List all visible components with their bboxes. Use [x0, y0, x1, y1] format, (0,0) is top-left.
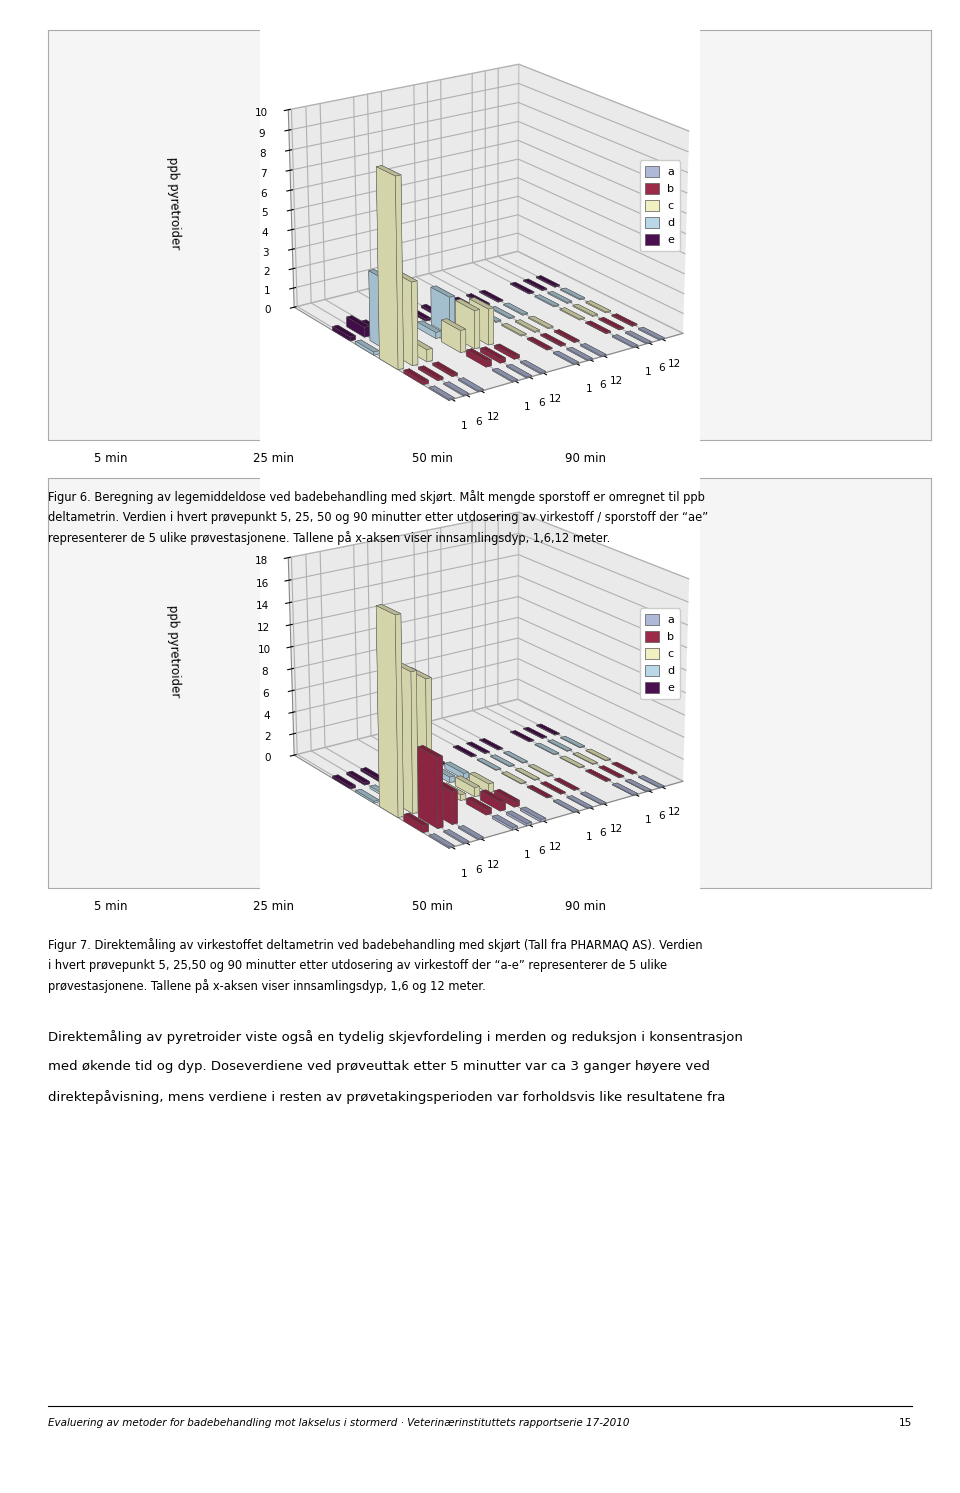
- Text: med økende tid og dyp. Doseverdiene ved prøveuttak etter 5 minutter var ca 3 gan: med økende tid og dyp. Doseverdiene ved …: [48, 1060, 710, 1073]
- Text: Direktemåling av pyretroider viste også en tydelig skjevfordeling i merden og re: Direktemåling av pyretroider viste også …: [48, 1030, 743, 1044]
- Text: deltametrin. Verdien i hvert prøvepunkt 5, 25, 50 og 90 minutter etter utdoserin: deltametrin. Verdien i hvert prøvepunkt …: [48, 511, 708, 524]
- Text: 25 min: 25 min: [253, 900, 294, 914]
- Text: 25 min: 25 min: [253, 452, 294, 466]
- Text: direktepåvisning, mens verdiene i resten av prøvetakingsperioden var forholdsvis: direktepåvisning, mens verdiene i resten…: [48, 1090, 726, 1103]
- Text: representerer de 5 ulike prøvestasjonene. Tallene på x-aksen viser innsamlingsdy: representerer de 5 ulike prøvestasjonene…: [48, 532, 611, 545]
- Text: 50 min: 50 min: [412, 452, 452, 466]
- Text: 5 min: 5 min: [94, 452, 127, 466]
- Legend: a, b, c, d, e: a, b, c, d, e: [639, 608, 681, 699]
- Text: 90 min: 90 min: [565, 452, 606, 466]
- Text: i hvert prøvepunkt 5, 25,50 og 90 minutter etter utdosering av virkestoff der “a: i hvert prøvepunkt 5, 25,50 og 90 minutt…: [48, 959, 667, 972]
- Text: prøvestasjonene. Tallene på x-aksen viser innsamlingsdyp, 1,6 og 12 meter.: prøvestasjonene. Tallene på x-aksen vise…: [48, 979, 486, 993]
- Legend: a, b, c, d, e: a, b, c, d, e: [639, 160, 681, 251]
- Text: 50 min: 50 min: [412, 900, 452, 914]
- Text: Evaluering av metoder for badebehandling mot lakselus i stormerd · Veterinærinst: Evaluering av metoder for badebehandling…: [48, 1418, 630, 1429]
- Text: 15: 15: [899, 1418, 912, 1429]
- Text: Figur 7. Direktemåling av virkestoffet deltametrin ved badebehandling med skjørt: Figur 7. Direktemåling av virkestoffet d…: [48, 938, 703, 951]
- Text: Figur 6. Beregning av legemiddeldose ved badebehandling med skjørt. Målt mengde : Figur 6. Beregning av legemiddeldose ved…: [48, 490, 705, 503]
- Text: 90 min: 90 min: [565, 900, 606, 914]
- Text: 5 min: 5 min: [94, 900, 127, 914]
